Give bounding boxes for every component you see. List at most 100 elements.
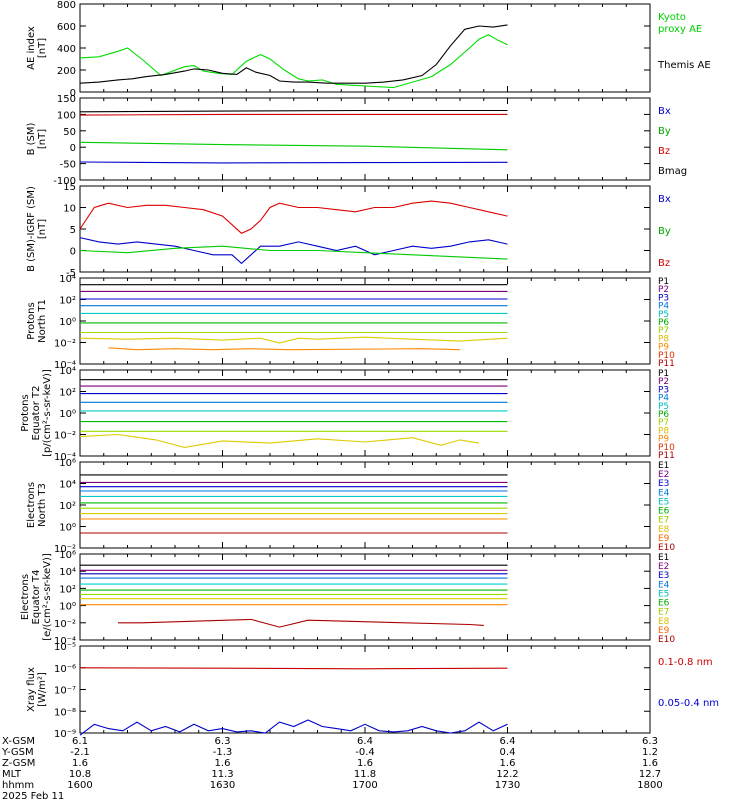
legend-label: P3 bbox=[658, 293, 669, 303]
x-readout-value: -2.1 bbox=[70, 747, 90, 758]
series-line bbox=[79, 245, 508, 260]
y-axis-label: B (SM) bbox=[26, 122, 37, 155]
y-tick-label: 400 bbox=[57, 44, 76, 55]
series-line bbox=[79, 141, 508, 151]
legend-label: proxy AE bbox=[658, 24, 702, 35]
x-readout-value: 6.3 bbox=[215, 736, 231, 747]
legend-label: E7 bbox=[658, 516, 669, 526]
legend-label: E7 bbox=[658, 608, 669, 618]
x-readout-value: 1.2 bbox=[642, 747, 658, 758]
legend-label: 0.05-0.4 nm bbox=[658, 698, 719, 709]
y-tick-label: 10⁴ bbox=[59, 480, 76, 491]
y-axis-label: Equator T2 bbox=[31, 386, 42, 441]
y-axis-label: Protons bbox=[26, 302, 37, 339]
legend-label: Bz bbox=[658, 258, 670, 269]
y-tick-label: 100 bbox=[57, 110, 76, 121]
y-tick-label: 10⁻² bbox=[54, 431, 76, 442]
legend-label: E3 bbox=[658, 479, 669, 489]
series-line bbox=[79, 109, 508, 113]
series-line bbox=[79, 161, 508, 164]
legend-label: By bbox=[658, 126, 671, 137]
x-readout-row-label: MLT bbox=[2, 769, 22, 780]
y-tick-label: 10⁰ bbox=[59, 523, 76, 534]
legend-label: P1 bbox=[658, 369, 669, 379]
y-tick-label: 10⁻⁶ bbox=[54, 664, 76, 675]
y-tick-label: -50 bbox=[60, 160, 76, 171]
legend-label: E1 bbox=[658, 553, 669, 563]
x-readout-row-label: Z-GSM bbox=[2, 758, 35, 769]
x-readout-value: 6.4 bbox=[357, 736, 373, 747]
legend-label: E6 bbox=[658, 599, 670, 609]
x-readout-value: 1.6 bbox=[642, 758, 658, 769]
y-axis-label: Protons bbox=[20, 394, 31, 431]
panel-frame bbox=[79, 645, 651, 734]
y-axis-label: [e/(cm²-s-sr-keV)] bbox=[42, 553, 53, 641]
legend-label: P2 bbox=[658, 377, 669, 387]
legend-label: P8 bbox=[658, 334, 669, 344]
legend-label: Bz bbox=[658, 146, 670, 157]
legend-label: Bmag bbox=[658, 166, 687, 177]
x-readout-value: 1.6 bbox=[500, 758, 516, 769]
legend-label: E8 bbox=[658, 525, 670, 535]
y-tick-label: 10 bbox=[63, 204, 76, 215]
legend-label: P4 bbox=[658, 394, 669, 404]
y-axis-label: [nT] bbox=[37, 129, 48, 149]
legend-label: P4 bbox=[658, 302, 669, 312]
y-axis-label: Xray flux bbox=[26, 667, 37, 712]
legend-label: P7 bbox=[658, 418, 669, 428]
legend-label: E3 bbox=[658, 571, 669, 581]
x-readout-value: 1.6 bbox=[357, 758, 373, 769]
y-axis-label: North T3 bbox=[37, 483, 48, 527]
legend-label: E8 bbox=[658, 617, 670, 627]
y-tick-label: 0 bbox=[70, 247, 76, 258]
panel-frame bbox=[79, 369, 651, 457]
legend-label: E10 bbox=[658, 635, 675, 645]
y-axis-label: [p/(cm²-s-sr-keV)] bbox=[42, 369, 53, 457]
y-tick-label: 10⁻² bbox=[54, 339, 76, 350]
legend-label: P5 bbox=[658, 310, 669, 320]
y-tick-label: 800 bbox=[57, 0, 76, 11]
legend-label: Bx bbox=[658, 194, 671, 205]
x-readout-value: 11.3 bbox=[211, 769, 233, 780]
series-line bbox=[79, 719, 508, 736]
panel-frame bbox=[79, 553, 651, 641]
x-readout-value: 10.8 bbox=[69, 769, 91, 780]
legend-label: Themis AE bbox=[657, 60, 711, 71]
y-axis-label: [W/m²] bbox=[37, 672, 48, 707]
x-readout-value: 1.6 bbox=[215, 758, 231, 769]
x-readout-value: 6.1 bbox=[72, 736, 88, 747]
panel-frame bbox=[79, 185, 651, 273]
x-readout-value: 12.2 bbox=[496, 769, 518, 780]
panel-frame bbox=[79, 3, 651, 93]
y-tick-label: 0 bbox=[70, 88, 76, 99]
y-axis-label: Electrons bbox=[26, 482, 37, 528]
series-line bbox=[79, 34, 508, 89]
x-readout-value: 6.3 bbox=[642, 736, 658, 747]
x-readout-row-label: Y-GSM bbox=[1, 747, 34, 758]
legend-label: E9 bbox=[658, 626, 670, 636]
legend-label: P3 bbox=[658, 385, 669, 395]
legend-label: E6 bbox=[658, 507, 670, 517]
legend-label: P5 bbox=[658, 402, 669, 412]
y-tick-label: -5 bbox=[66, 268, 76, 279]
y-tick-label: 150 bbox=[57, 94, 76, 105]
x-readout-value: 0.4 bbox=[500, 747, 516, 758]
x-readout-row-label: 2025 Feb 11 bbox=[2, 791, 64, 800]
series-line bbox=[79, 113, 508, 116]
legend-label: P1 bbox=[658, 277, 669, 287]
y-axis-label: B (SM)-IGRF (SM) bbox=[26, 186, 37, 272]
x-readout-value: 11.8 bbox=[354, 769, 376, 780]
y-tick-label: 10⁻² bbox=[54, 619, 76, 630]
series-line bbox=[79, 237, 508, 265]
legend-label: P11 bbox=[658, 359, 675, 369]
y-tick-label: 10² bbox=[59, 296, 76, 307]
series-line bbox=[79, 336, 508, 344]
legend-label: P9 bbox=[658, 343, 669, 353]
y-axis-label: North T1 bbox=[37, 299, 48, 343]
legend-label: 0.1-0.8 nm bbox=[658, 657, 713, 668]
y-tick-label: 10⁻² bbox=[54, 544, 76, 555]
y-tick-label: 50 bbox=[63, 127, 76, 138]
legend-label: E4 bbox=[658, 580, 670, 590]
x-readout-row-label: hhmm bbox=[2, 780, 34, 791]
y-tick-label: 10⁻⁷ bbox=[54, 686, 76, 697]
